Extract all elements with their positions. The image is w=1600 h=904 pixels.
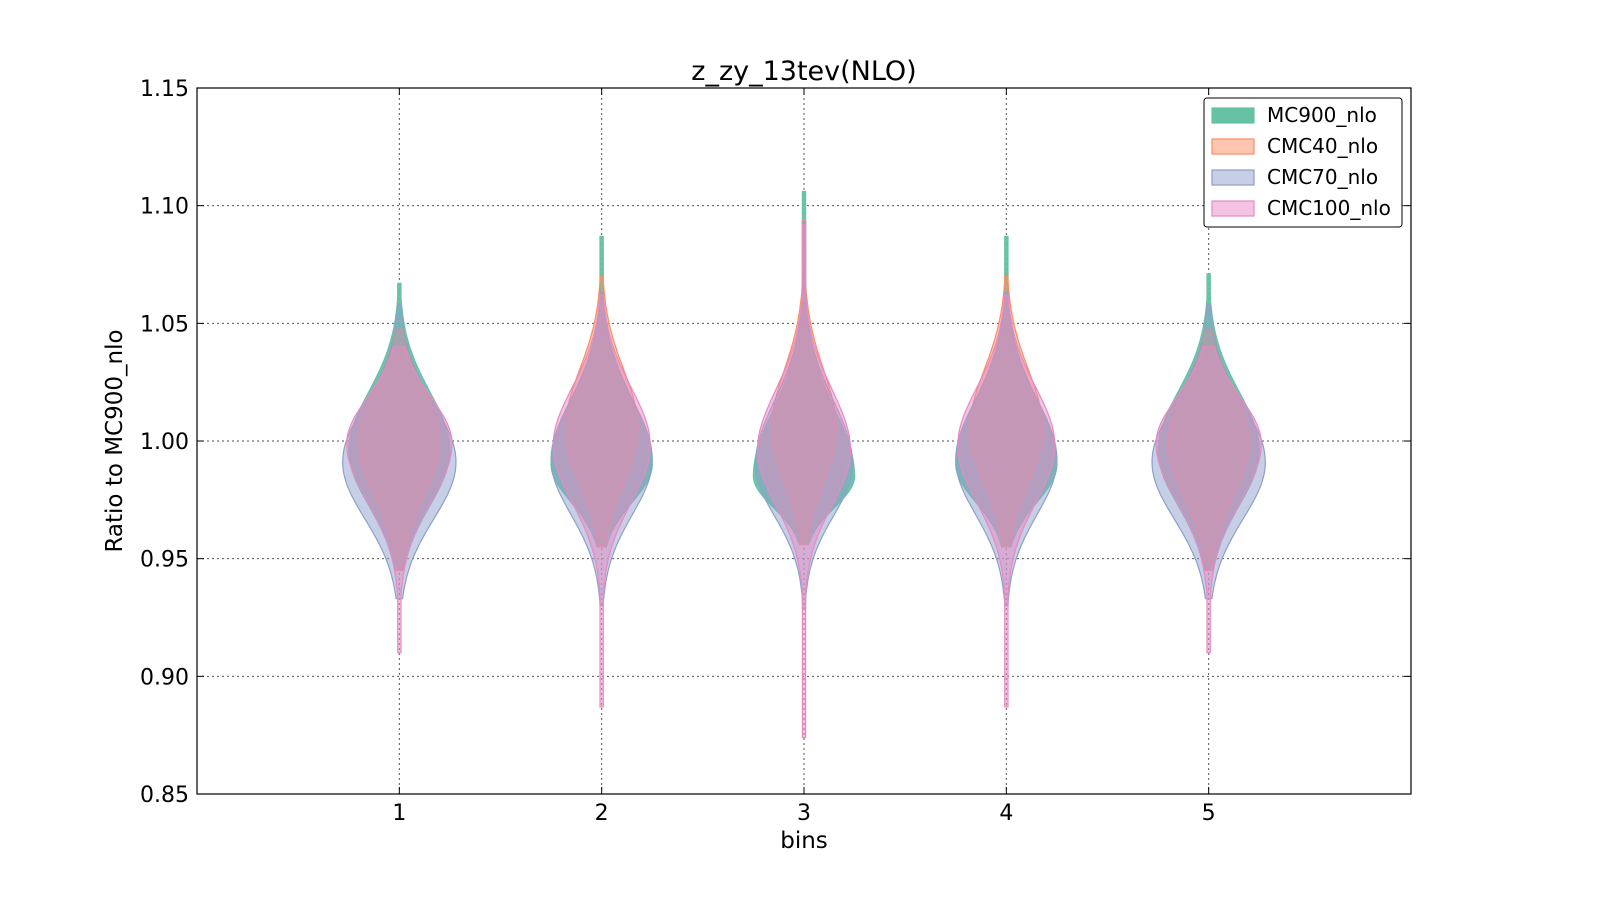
legend-label: CMC100_nlo [1267, 196, 1391, 220]
legend-swatch [1211, 169, 1255, 186]
legend-swatch [1211, 138, 1255, 155]
violin-cmc100-nlo-bin-3 [756, 223, 852, 739]
violins [342, 190, 1266, 739]
y-tick-label: 1.00 [140, 430, 189, 455]
violin-cmc100-nlo-bin-2 [552, 294, 651, 708]
legend-label: MC900_nlo [1267, 103, 1377, 127]
x-tick-label: 2 [595, 801, 609, 826]
x-axis-ticks: 1 2 3 4 5 [392, 88, 1216, 826]
legend: MC900_nlo CMC40_nlo CMC70_nlo CMC100_nlo [1203, 97, 1403, 228]
x-tick-label: 4 [999, 801, 1013, 826]
chart-title: z_zy_13tev(NLO) [691, 56, 916, 87]
legend-label: CMC70_nlo [1267, 165, 1378, 189]
y-tick-label: 1.15 [140, 77, 189, 102]
legend-label: CMC40_nlo [1267, 134, 1378, 158]
legend-swatch [1211, 107, 1255, 124]
violin-cmc100-nlo-bin-4 [957, 294, 1056, 708]
y-axis-ticks: 0.85 0.90 0.95 1.00 1.05 1.10 1.15 [140, 77, 1411, 808]
violin-cmc100-nlo-bin-5 [1155, 346, 1262, 654]
x-tick-label: 5 [1202, 801, 1216, 826]
y-tick-label: 1.10 [140, 195, 189, 220]
x-tick-label: 3 [797, 801, 811, 826]
y-tick-label: 1.05 [140, 312, 189, 337]
legend-swatch [1211, 200, 1255, 217]
legend-box [1203, 97, 1403, 228]
y-tick-label: 0.85 [140, 783, 189, 808]
x-tick-label: 1 [392, 801, 406, 826]
y-axis-label: Ratio to MC900_nlo [102, 329, 128, 552]
x-axis-label: bins [780, 828, 828, 854]
violin-cmc100-nlo-bin-1 [346, 346, 453, 654]
y-tick-label: 0.90 [140, 665, 189, 690]
y-tick-label: 0.95 [140, 548, 189, 573]
